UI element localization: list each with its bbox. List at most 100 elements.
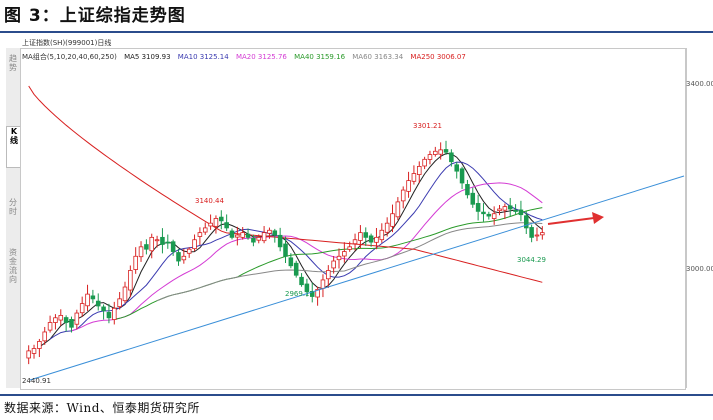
side-tab-trend[interactable]: 趋势 — [9, 54, 17, 72]
candle-body — [37, 341, 42, 349]
candle-body — [326, 270, 331, 280]
annotation-high-3301: 3301.21 — [413, 122, 442, 130]
candle-body — [79, 303, 85, 314]
ma-legend-ma250: MA250 3006.07 — [410, 53, 466, 61]
candle-body — [518, 209, 524, 216]
candle-body — [53, 317, 58, 323]
candle-body — [26, 350, 31, 359]
ma5-line — [39, 152, 543, 348]
ma-legend-ma60: MA60 3163.34 — [352, 53, 404, 61]
candle-body — [486, 213, 492, 217]
candle-body — [133, 255, 138, 270]
candle-body — [192, 239, 197, 250]
candle-body — [144, 244, 149, 250]
candle-body — [395, 201, 401, 218]
candle-body — [465, 184, 470, 196]
side-tab-intraday[interactable]: 分时 — [9, 198, 17, 216]
candle-body — [293, 262, 299, 276]
plot-frame[interactable] — [20, 48, 686, 390]
candle-body — [400, 189, 406, 202]
candle-body — [149, 236, 155, 252]
figure-title: 图 3：上证综指走势图 — [4, 6, 186, 26]
candle-body — [384, 222, 390, 233]
candle-body — [422, 158, 427, 167]
candle-body — [336, 255, 342, 261]
candle-body — [358, 232, 363, 241]
candle-body — [240, 232, 245, 238]
candle-body — [197, 232, 203, 237]
candle-body — [406, 180, 411, 192]
candle-body — [224, 222, 229, 229]
candle-body — [459, 168, 465, 184]
candle-body — [128, 270, 133, 291]
candle-body — [342, 251, 347, 257]
annotation-high-3140: 3140.44 — [195, 197, 224, 205]
candle-body — [411, 173, 417, 182]
candle-body — [95, 300, 101, 307]
candle-body — [112, 307, 117, 320]
trend-arrow-head — [592, 212, 604, 224]
ma60-line — [156, 222, 543, 302]
candle-body — [277, 234, 283, 248]
support-trendline — [29, 175, 685, 381]
ma20-line — [71, 182, 543, 332]
candle-body — [229, 230, 235, 238]
ma10-line — [49, 161, 543, 340]
candle-body — [347, 246, 352, 250]
candle-body — [235, 234, 240, 238]
candle-body — [315, 289, 320, 298]
candle-body — [154, 239, 160, 242]
candle-body — [438, 149, 443, 155]
candle-body — [101, 306, 106, 312]
candle-body — [304, 283, 310, 293]
candle-body — [245, 233, 251, 238]
candle-body — [272, 230, 278, 236]
candle-body — [213, 218, 219, 227]
candle-body — [534, 234, 540, 237]
annotation-low-2969: 2969.12 — [285, 290, 314, 298]
candle-body — [502, 206, 508, 211]
candle-body — [160, 236, 165, 245]
candle-body — [106, 312, 112, 319]
candle-body — [251, 237, 256, 243]
annotation-low-3044: 3044.29 — [517, 256, 546, 264]
ma-legend-ma20: MA20 3125.76 — [235, 53, 287, 61]
candle-body — [256, 236, 262, 241]
ma-legend-ma40: MA40 3159.16 — [294, 53, 346, 61]
candle-body — [186, 248, 192, 254]
candle-body — [331, 260, 336, 269]
candle-body — [219, 216, 224, 222]
candle-body — [90, 295, 96, 300]
candle-body — [74, 312, 80, 325]
candle-body — [427, 154, 433, 160]
candle-body — [320, 279, 326, 289]
candle-body — [63, 317, 69, 323]
figure-source: 数据来源：Wind、恒泰期货研究所 — [4, 401, 200, 415]
candle-body — [481, 211, 486, 215]
candle-body — [507, 205, 513, 210]
candle-body — [117, 298, 122, 308]
candle-body — [31, 348, 37, 354]
candle-body — [283, 243, 288, 257]
ma-legend-ma5: MA5 3109.93 — [124, 53, 171, 61]
candle-body — [288, 257, 294, 267]
price-axis-panel — [686, 48, 713, 388]
ma-legend-ma10: MA10 3125.14 — [177, 53, 229, 61]
candle-body — [47, 322, 53, 331]
ytick-label-3400: 3400.00 — [686, 80, 713, 88]
ma-legend: MA组合(5,10,20,40,60,250) MA5 3109.93 MA10… — [22, 52, 471, 62]
candle-body — [475, 203, 481, 212]
side-tab-capital-flow[interactable]: 资金流向 — [9, 248, 17, 284]
candle-body — [363, 232, 369, 238]
ma-legend-combo[interactable]: MA组合(5,10,20,40,60,250) — [22, 53, 117, 61]
trend-arrow — [547, 217, 595, 225]
candle-body — [454, 164, 459, 172]
footer-rule — [0, 394, 713, 396]
annotation-bottom-low: 2440.91 — [22, 377, 51, 385]
candle-body — [470, 192, 476, 205]
candle-body — [443, 149, 449, 153]
candle-body — [540, 232, 545, 236]
candle-body — [261, 232, 267, 242]
candle-body — [368, 235, 374, 243]
